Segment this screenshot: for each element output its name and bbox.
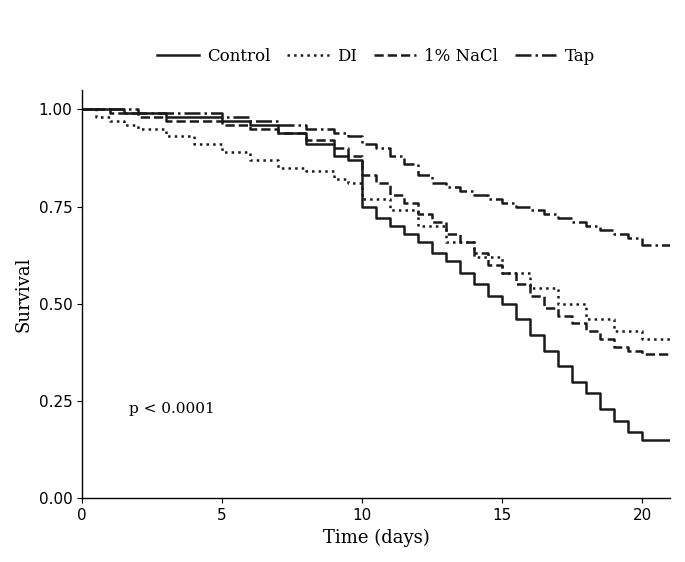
DI <box>498 269 506 276</box>
DI <box>344 180 352 187</box>
Control <box>624 417 632 424</box>
Control <box>540 347 548 354</box>
DI <box>582 316 590 323</box>
DI <box>386 196 394 202</box>
1% NaCl <box>596 328 604 334</box>
DI <box>554 285 562 292</box>
DI <box>330 176 338 183</box>
DI <box>610 328 618 334</box>
Tap <box>78 106 86 112</box>
DI <box>246 148 254 155</box>
DI <box>344 176 352 183</box>
Control <box>666 437 674 443</box>
DI <box>218 148 226 155</box>
1% NaCl <box>78 106 86 112</box>
DI <box>414 207 422 214</box>
DI <box>610 316 618 323</box>
Tap <box>400 152 408 159</box>
Line: Tap: Tap <box>82 109 670 246</box>
1% NaCl <box>666 351 674 358</box>
Control <box>400 230 408 237</box>
DI <box>582 301 590 307</box>
DI <box>162 125 170 132</box>
DI <box>666 336 674 342</box>
DI <box>120 117 128 124</box>
DI <box>274 164 282 171</box>
DI <box>666 336 674 342</box>
DI <box>302 164 310 171</box>
Line: DI: DI <box>82 109 670 339</box>
DI <box>274 156 282 163</box>
DI <box>92 106 100 112</box>
1% NaCl <box>442 219 450 225</box>
Tap <box>638 242 646 249</box>
DI <box>190 141 198 148</box>
DI <box>106 114 114 120</box>
Y-axis label: Survival: Survival <box>15 256 33 332</box>
Text: p < 0.0001: p < 0.0001 <box>129 401 215 415</box>
DI <box>358 180 366 187</box>
DI <box>526 269 534 276</box>
DI <box>78 106 86 112</box>
1% NaCl <box>302 129 310 136</box>
DI <box>106 117 114 124</box>
Control <box>78 106 86 112</box>
1% NaCl <box>638 351 646 358</box>
DI <box>246 156 254 163</box>
1% NaCl <box>344 145 352 152</box>
Tap <box>638 234 646 241</box>
DI <box>470 238 478 245</box>
1% NaCl <box>638 347 646 354</box>
Control <box>638 437 646 443</box>
DI <box>218 141 226 148</box>
Tap <box>302 121 310 128</box>
1% NaCl <box>400 192 408 198</box>
DI <box>162 133 170 140</box>
Legend: Control, DI, 1% NaCl, Tap: Control, DI, 1% NaCl, Tap <box>151 41 601 71</box>
DI <box>134 125 142 132</box>
Tap <box>596 223 604 229</box>
DI <box>330 168 338 175</box>
DI <box>470 254 478 261</box>
DI <box>498 254 506 261</box>
Control <box>162 114 170 120</box>
Tap <box>344 129 352 136</box>
X-axis label: Time (days): Time (days) <box>323 529 429 547</box>
Tap <box>442 180 450 187</box>
DI <box>302 168 310 175</box>
DI <box>120 121 128 128</box>
DI <box>358 196 366 202</box>
DI <box>442 223 450 229</box>
DI <box>638 336 646 342</box>
Control <box>386 215 394 221</box>
DI <box>554 301 562 307</box>
DI <box>638 328 646 334</box>
Line: 1% NaCl: 1% NaCl <box>82 109 670 355</box>
Control <box>190 114 198 120</box>
Tap <box>666 242 674 249</box>
DI <box>386 207 394 214</box>
DI <box>190 133 198 140</box>
DI <box>442 238 450 245</box>
DI <box>526 285 534 292</box>
DI <box>92 114 100 120</box>
DI <box>134 121 142 128</box>
DI <box>414 223 422 229</box>
Line: Control: Control <box>82 109 670 440</box>
